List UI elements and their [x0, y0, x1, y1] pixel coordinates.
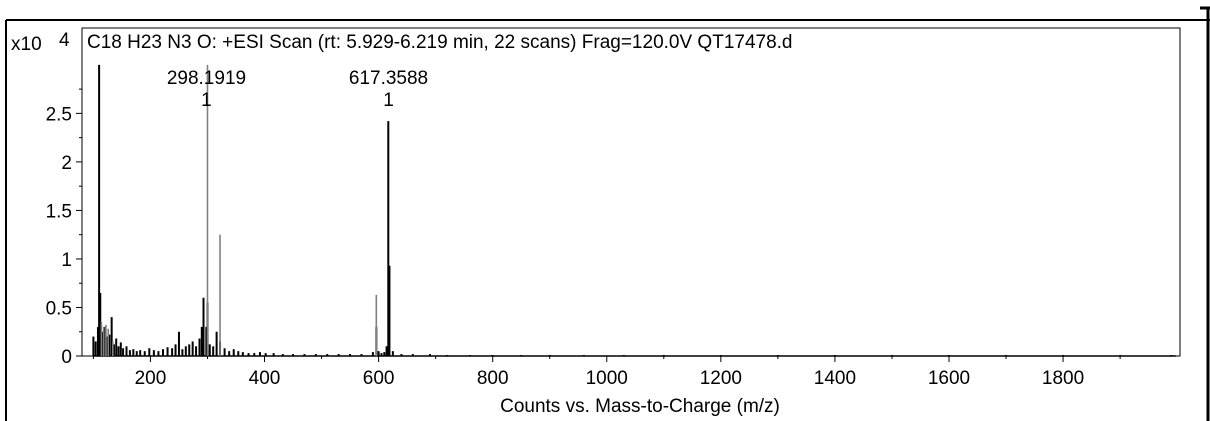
y-multiplier-label: x10: [11, 34, 42, 55]
peak-annotation-mz: 617.3588: [349, 68, 428, 89]
y-tick-label: 2: [61, 153, 72, 174]
x-axis: 200 400 600 800 1000 1200 1400 1600 1800: [92, 356, 1121, 389]
x-tick-label: 1800: [1042, 368, 1084, 389]
y-axis: 0 0.5 1 1.5 2 2.5: [46, 88, 82, 368]
peak-annotation-charge: 1: [201, 90, 212, 111]
y-exponent-label: 4: [59, 30, 70, 51]
x-tick-label: 200: [135, 368, 167, 389]
chart-title: C18 H23 N3 O: +ESI Scan (rt: 5.929-6.219…: [87, 32, 793, 53]
x-tick-label: 1400: [814, 368, 856, 389]
x-tick-label: 1600: [928, 368, 970, 389]
y-tick-label: 0: [61, 347, 72, 368]
x-tick-label: 400: [249, 368, 281, 389]
y-tick-label: 1.5: [46, 201, 72, 222]
plot-area: [81, 27, 1181, 357]
x-tick-label: 600: [363, 368, 395, 389]
peak-annotation-charge: 1: [383, 90, 394, 111]
y-tick-label: 0.5: [46, 298, 72, 319]
x-axis-label: Counts vs. Mass-to-Charge (m/z): [500, 396, 780, 417]
peak-annotation-mz: 298.1919: [167, 68, 246, 89]
x-tick-label: 800: [477, 368, 509, 389]
y-tick-label: 2.5: [46, 104, 72, 125]
y-tick-label: 1: [61, 250, 72, 271]
peaks: [92, 64, 1176, 357]
x-tick-label: 1200: [700, 368, 742, 389]
x-tick-label: 1000: [586, 368, 628, 389]
